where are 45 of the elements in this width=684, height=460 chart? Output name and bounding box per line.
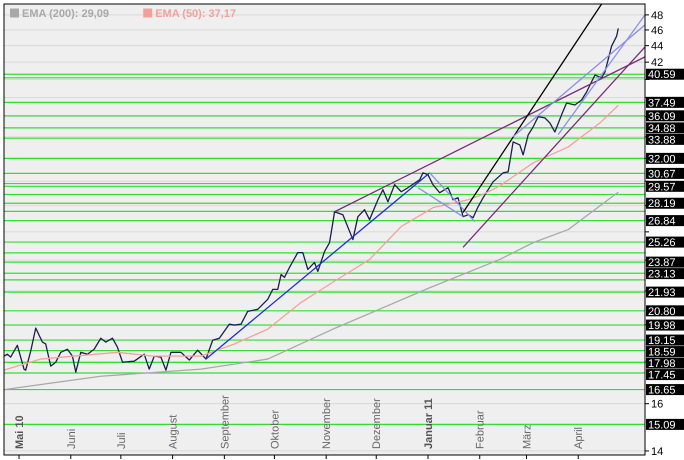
text: EMA (50): 37,17 <box>155 8 236 20</box>
x-tick-label: August <box>168 414 180 449</box>
ref-line-label: 21.93 <box>648 287 676 300</box>
ref-line-label: 30.67 <box>648 168 676 180</box>
x-tick-label: September <box>219 394 232 449</box>
ref-line-label: 26.84 <box>648 216 676 228</box>
y-tick-label: 14 <box>651 446 664 458</box>
x-tick-label: Oktober <box>269 410 282 449</box>
ref-line-label: 28.19 <box>648 198 676 210</box>
ref-line-label: 34.88 <box>648 122 676 135</box>
y-tick-label: 48 <box>651 10 664 22</box>
x-tick-label: April <box>573 426 586 449</box>
x-tick-label: Juni <box>66 428 78 449</box>
ref-line-label: 23.87 <box>648 257 676 270</box>
line-series <box>3 28 619 373</box>
ref-line-label: 25.26 <box>648 237 676 250</box>
ref-line-label: 29.57 <box>648 181 676 194</box>
line-series <box>3 104 619 371</box>
ref-line-label: 23.13 <box>648 268 676 281</box>
x-tick-label: Juli <box>116 432 128 449</box>
y-tick-label: 46 <box>651 24 664 37</box>
text: EMA (200): 29,09 <box>22 8 110 20</box>
ref-line-label: 15.09 <box>648 419 676 432</box>
x-tick-label: Februar <box>474 410 487 449</box>
ref-line-label: 18.59 <box>648 346 676 359</box>
x-tick-label: November <box>321 398 334 449</box>
ref-line-label: 19.15 <box>648 335 676 348</box>
line-series <box>3 191 619 390</box>
x-tick-label: Dezember <box>371 398 384 449</box>
ref-line-label: 33.88 <box>648 134 676 146</box>
ref-line-label: 19.98 <box>648 320 676 332</box>
ref-line-label: 36.09 <box>648 110 676 123</box>
ref-line-label: 17.98 <box>648 358 676 370</box>
y-tick-label: 44 <box>651 40 664 53</box>
ref-line-label: 20.80 <box>648 306 676 318</box>
x-tick-label: März <box>521 424 534 449</box>
y-tick-label: 16 <box>651 398 664 411</box>
ref-line-label: 17.45 <box>648 370 676 382</box>
x-tick-label: Januar 11 <box>422 398 435 449</box>
y-tick-label: 42 <box>651 57 664 70</box>
ref-line-label: 37.49 <box>648 97 676 110</box>
ref-line-label: 16.65 <box>648 384 676 397</box>
ref-line-label: 40.59 <box>648 69 676 82</box>
ref-line-label: 32.00 <box>648 153 676 166</box>
x-tick-label: Mai 10 <box>14 415 26 449</box>
